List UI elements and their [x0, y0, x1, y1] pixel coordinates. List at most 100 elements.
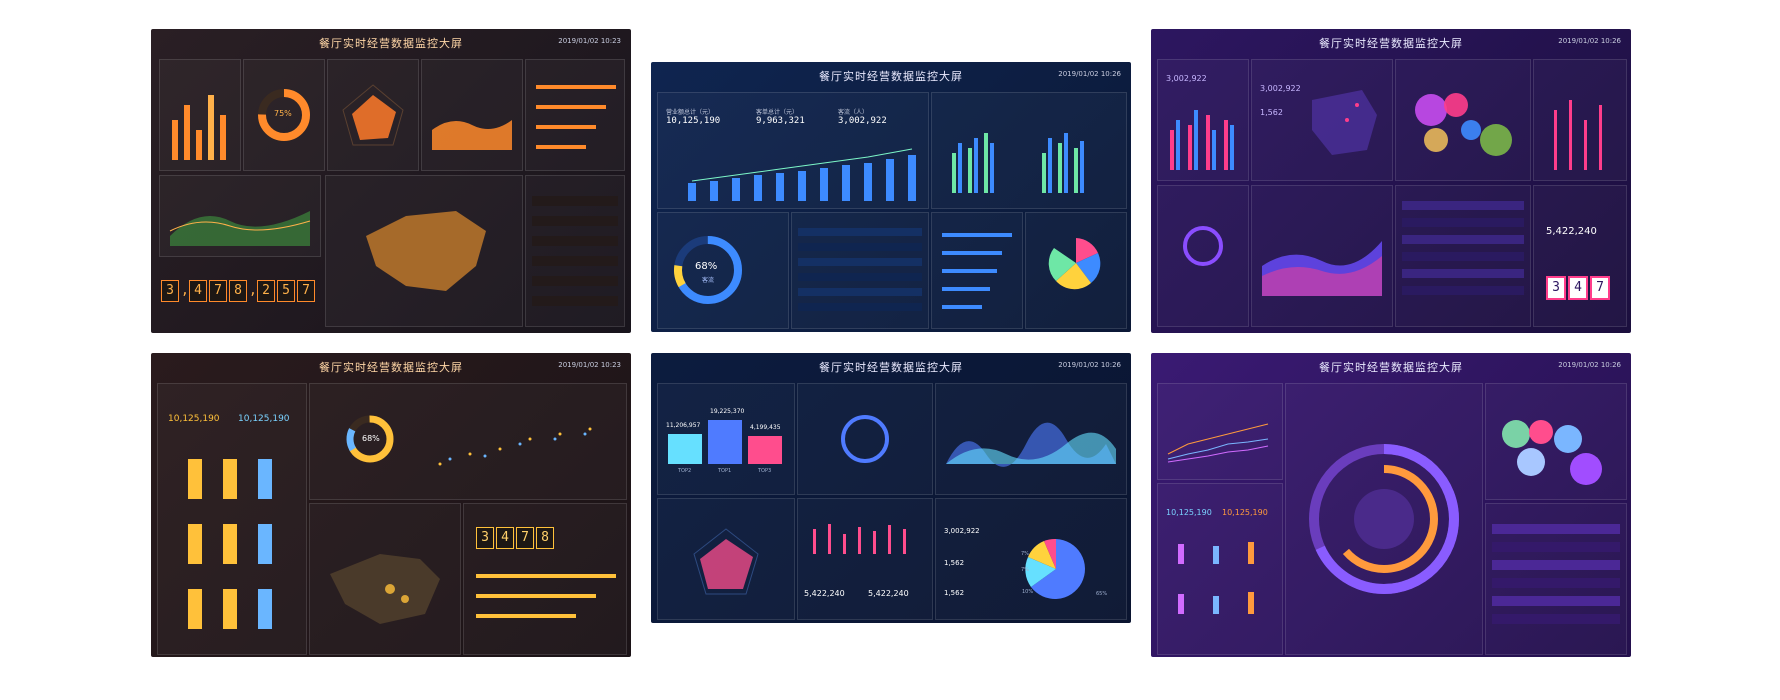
line-card: [1157, 383, 1283, 480]
donut-percent: 68%: [695, 261, 718, 272]
table-row: [1402, 201, 1524, 210]
concentric-ring-chart: [1309, 444, 1459, 594]
rose-chart: [1048, 238, 1101, 290]
dashboard-thumb-violet[interactable]: 餐厅实时经营数据监控大屏 2019/01/02 10:26 10,125,190…: [1151, 353, 1631, 657]
bar: [873, 531, 876, 554]
bar: [748, 436, 782, 464]
panel-title: 餐厅实时经营数据监控大屏: [319, 361, 463, 374]
bar-label: 11,206,957: [666, 422, 701, 429]
bar-chart: [1554, 100, 1602, 170]
line-chart: [1167, 423, 1269, 463]
table-row: [532, 296, 618, 306]
stat-value: 10,125,190: [666, 116, 721, 126]
bar: [1599, 105, 1602, 170]
top3-bar-chart: [668, 420, 782, 464]
digit: ,: [249, 283, 257, 298]
scatter-point: [448, 457, 452, 461]
scatter-card: 68%: [309, 383, 627, 500]
bar: [1042, 153, 1046, 193]
stat-value: 3,002,922: [1260, 84, 1301, 93]
ranking-bars: [536, 85, 616, 149]
progress-bar: [942, 233, 1012, 237]
table-row: [1492, 560, 1620, 570]
bar: [708, 420, 742, 464]
bar: [208, 95, 214, 160]
digit: 4: [189, 280, 207, 302]
bubble: [1444, 93, 1468, 117]
stat-value: 3,002,922: [1166, 74, 1207, 83]
panel-date: 2019/01/02 10:23: [558, 37, 621, 45]
scatter-point: [553, 437, 557, 441]
bar: [1080, 141, 1084, 193]
bar: [828, 524, 831, 554]
table-row: [1492, 614, 1620, 624]
bubble: [1502, 420, 1530, 448]
digit: 7: [209, 280, 227, 302]
map-point: [1355, 103, 1359, 107]
digit: 4: [496, 527, 514, 549]
bar: [1213, 546, 1219, 564]
bar: [843, 534, 846, 554]
map-point: [401, 595, 409, 603]
table-card: [1395, 185, 1531, 327]
bubble: [1517, 448, 1545, 476]
dot-map: [330, 554, 440, 624]
ring-card: [1285, 383, 1483, 655]
wave-chart: [169, 211, 311, 246]
ring-chart: [1183, 226, 1223, 266]
bar: [1188, 125, 1192, 170]
dashboard-thumb-orange[interactable]: 餐厅实时经营数据监控大屏 2019/01/02 10:23 75%: [151, 29, 631, 333]
rose-card: [1025, 212, 1127, 329]
table-row: [1492, 596, 1620, 606]
bubble: [1570, 453, 1602, 485]
bar-x-label: TOP1: [718, 468, 732, 474]
donut-chart: [674, 236, 742, 304]
bar-card-right: [1533, 59, 1627, 181]
bubble: [1415, 94, 1447, 126]
pie-label: 65%: [1096, 591, 1108, 597]
panel-title: 餐厅实时经营数据监控大屏: [1319, 361, 1463, 374]
bar: [864, 163, 872, 201]
progress-bar: [476, 614, 576, 618]
dashboard-thumb-navy[interactable]: 餐厅实时经营数据监控大屏 2019/01/02 10:26 11,206,957…: [651, 353, 1131, 623]
dashboard-thumb-amber[interactable]: 餐厅实时经营数据监控大屏 2019/01/02 10:23 10,125,190…: [151, 353, 631, 657]
radar-card: [657, 498, 795, 620]
bar: [1074, 148, 1078, 193]
bar: [1048, 138, 1052, 193]
china-map: [366, 211, 486, 291]
panel-title: 餐厅实时经营数据监控大屏: [819, 70, 963, 83]
table-rows: [1402, 201, 1524, 295]
stat-block: 营业额总计（元） 10,125,190: [666, 107, 720, 126]
progress-bar: [476, 574, 616, 578]
kpi-value: 10,125,190: [238, 414, 290, 424]
kpi-value: 10,125,190: [1166, 508, 1212, 517]
pie-label: 7%: [1021, 551, 1029, 557]
digit: 7: [1590, 276, 1610, 300]
money-value: 5,422,240: [868, 589, 909, 598]
area-card: [421, 59, 523, 171]
scatter-point: [583, 432, 587, 436]
total-value: 5,422,240: [1546, 226, 1597, 237]
progress-bar: [942, 251, 1002, 255]
stat-value: 3,002,922: [838, 116, 887, 126]
bubble: [1529, 420, 1553, 444]
table-row: [1492, 524, 1620, 534]
stat-label: 客单总计（元）: [756, 109, 799, 116]
rank-bar: [536, 125, 596, 129]
map-card: [325, 175, 523, 327]
table-row: [798, 258, 922, 266]
table-rows: [532, 196, 618, 306]
donut-percent: 68%: [362, 434, 380, 443]
panel-date: 2019/01/02 10:26: [1558, 37, 1621, 45]
dashboard-thumb-blue[interactable]: 餐厅实时经营数据监控大屏 2019/01/02 10:26 营业额总计（元） 1…: [651, 62, 1131, 332]
stat-block: 客流（人） 3,002,922: [838, 107, 887, 126]
bubble: [1461, 120, 1481, 140]
scatter-point: [588, 427, 592, 431]
grouped-bar-chart: [1170, 110, 1234, 170]
dashboard-thumb-purple[interactable]: 餐厅实时经营数据监控大屏 2019/01/02 10:26 3,002,922 …: [1151, 29, 1631, 333]
donut-card: 75%: [243, 59, 325, 171]
bar: [1248, 542, 1254, 564]
area-card: [1251, 185, 1393, 327]
hex-column: [258, 459, 272, 499]
